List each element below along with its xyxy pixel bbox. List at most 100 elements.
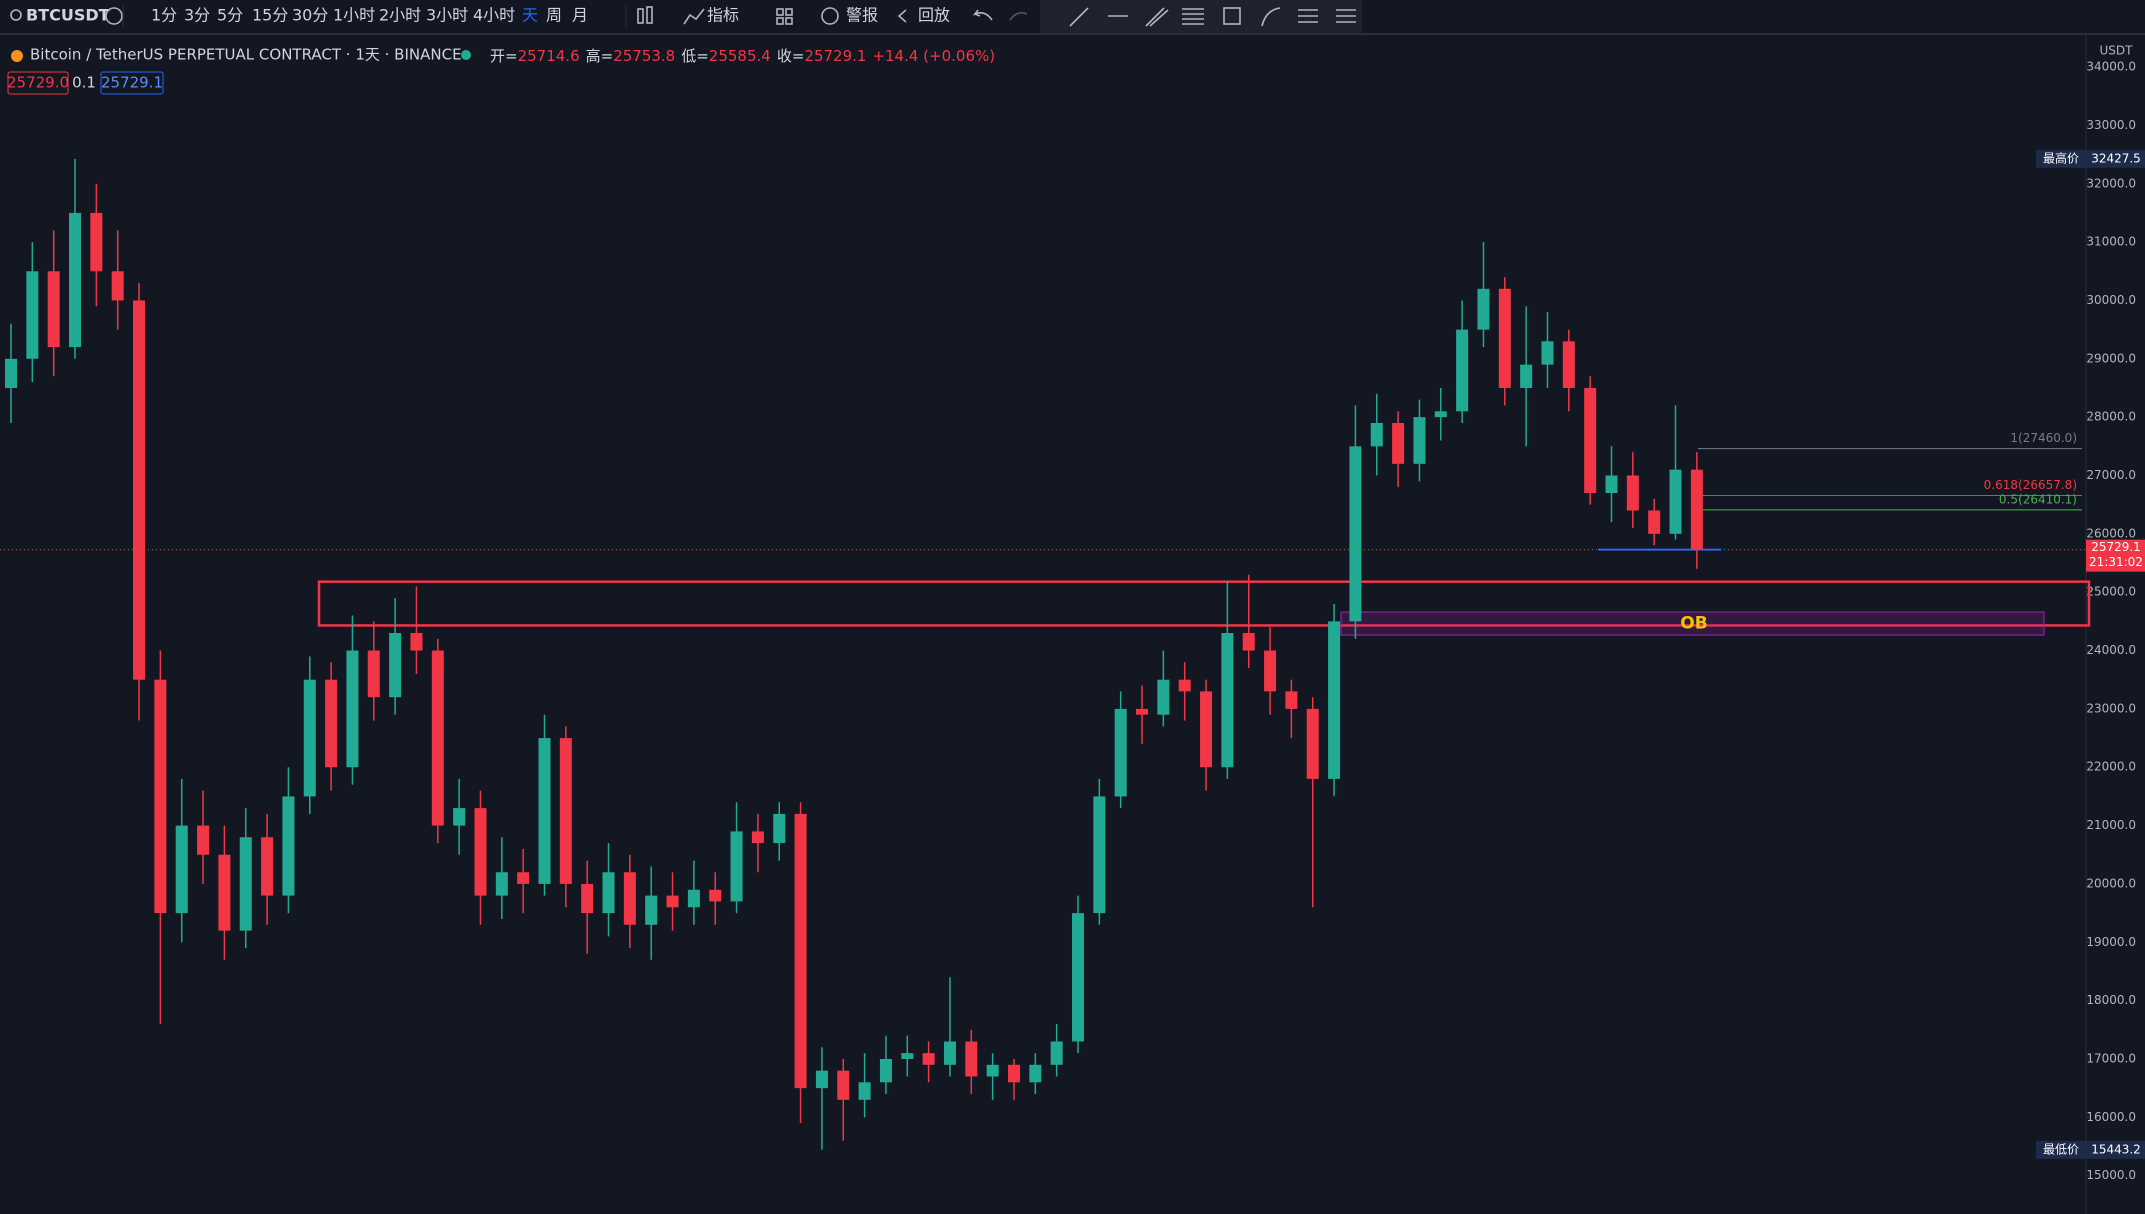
candle-body <box>303 679 316 797</box>
undo[interactable] <box>972 9 993 21</box>
layout-icon <box>785 8 793 16</box>
indicators-button[interactable]: 指标 <box>707 6 739 25</box>
candle-body <box>1648 510 1661 534</box>
candle-body <box>1413 417 1426 464</box>
replay-button[interactable]: 回放 <box>918 6 950 25</box>
replay-icon[interactable] <box>897 9 907 23</box>
ohlc-label: 低= <box>681 47 709 65</box>
candle-body <box>1007 1064 1020 1083</box>
layout-icon[interactable] <box>776 8 784 16</box>
candle-type <box>646 6 653 24</box>
candle-body <box>133 300 146 680</box>
candle-body <box>538 738 551 884</box>
layout-icon <box>785 17 793 25</box>
path-tool[interactable] <box>1261 7 1281 27</box>
rectangle-tool[interactable] <box>1223 7 1241 25</box>
candle-body <box>1328 621 1341 779</box>
timeframe-button[interactable]: 3小时 <box>426 6 468 25</box>
candle-body <box>794 813 807 1089</box>
ohlc-value: 25753.8 <box>613 47 675 65</box>
candle-body <box>474 808 487 896</box>
candle-body <box>1072 913 1084 1042</box>
fib-label: 1(27460.0) <box>2010 431 2077 445</box>
ohlc-values: 开=25714.6 高=25753.8 低=25585.4 收=25729.1 +14.… <box>490 47 995 65</box>
candle-body <box>111 271 124 301</box>
y-tick-label: 29000.0 <box>2086 351 2136 365</box>
redo[interactable] <box>1009 12 1028 21</box>
candle-type[interactable] <box>637 8 644 24</box>
pattern-tool[interactable] <box>1298 9 1318 23</box>
candle-body <box>218 854 231 931</box>
candle-body <box>1093 796 1106 914</box>
legend: Bitcoin / TetherUS PERPETUAL CONTRACT · … <box>7 46 995 95</box>
candle-body <box>730 831 743 902</box>
market-status <box>461 50 471 60</box>
candle-body <box>1264 650 1277 692</box>
candle-body <box>325 679 338 768</box>
candle-body <box>773 813 786 844</box>
marker-value: 32427.5 <box>2091 151 2141 165</box>
candle-body <box>1562 341 1575 388</box>
symbol-logo <box>11 50 23 62</box>
timeframe-button[interactable]: 月 <box>572 6 588 25</box>
order-size: 0.1 <box>72 74 96 92</box>
candle-body <box>197 825 210 855</box>
candle-body <box>1370 422 1383 447</box>
candle-body <box>1541 341 1554 365</box>
candle-body <box>1434 411 1447 418</box>
candle-body <box>645 895 658 925</box>
candle-body <box>367 650 380 698</box>
ohlc-value: 25714.6 <box>518 47 580 65</box>
timeframe-button[interactable]: 周 <box>546 6 562 25</box>
candle-body <box>1242 633 1255 651</box>
sell-box[interactable] <box>7 71 69 95</box>
candle-body <box>922 1053 935 1065</box>
y-tick-label: 31000.0 <box>2086 235 2136 249</box>
y-tick-label: 18000.0 <box>2086 993 2136 1007</box>
timeframe-button[interactable]: 1分 <box>151 6 177 25</box>
marker-value: 15443.2 <box>2091 1142 2141 1156</box>
axis-currency[interactable]: USDT <box>2100 44 2134 58</box>
search-icon[interactable] <box>10 9 22 21</box>
more-tools[interactable] <box>1336 9 1356 23</box>
y-tick-label: 33000.0 <box>2086 118 2136 132</box>
timeframe-button[interactable]: 天 <box>522 6 538 25</box>
candle-body <box>47 271 60 348</box>
timeframe-button[interactable]: 2小时 <box>379 6 421 25</box>
buy-box[interactable] <box>100 71 164 95</box>
candle-body <box>815 1070 828 1089</box>
timeframe-button[interactable]: 30分 <box>292 6 328 25</box>
channel-tool[interactable] <box>1145 7 1169 27</box>
timeframe-button[interactable]: 4小时 <box>473 6 515 25</box>
timeframe-button[interactable]: 15分 <box>252 6 288 25</box>
y-tick-label: 30000.0 <box>2086 293 2136 307</box>
ohlc-value: 25585.4 <box>709 47 771 65</box>
candle-body <box>879 1058 892 1083</box>
layout-icon <box>776 17 784 25</box>
timeframe-button[interactable]: 3分 <box>184 6 210 25</box>
candle-body <box>1626 475 1639 511</box>
symbol[interactable]: BTCUSDT <box>26 6 110 25</box>
alert-icon[interactable] <box>821 7 839 25</box>
y-tick-label: 27000.0 <box>2086 468 2136 482</box>
add-symbol[interactable] <box>105 7 123 25</box>
candle-body <box>837 1070 850 1100</box>
candle-body <box>858 1082 871 1100</box>
candle-body <box>1050 1041 1063 1065</box>
y-tick-label: 23000.0 <box>2086 701 2136 715</box>
fib-tool[interactable] <box>1182 8 1204 25</box>
timeframe-button[interactable]: 1小时 <box>333 6 375 25</box>
indicator-icon[interactable] <box>683 8 705 25</box>
candle-body <box>943 1041 956 1065</box>
ohlc-label: 收= <box>777 47 805 65</box>
y-tick-label: 32000.0 <box>2086 176 2136 190</box>
marker-tag <box>2036 149 2086 168</box>
timeframe-button[interactable]: 5分 <box>217 6 243 25</box>
marker-label: 最低价 <box>2043 1142 2079 1156</box>
alerts-button[interactable]: 警报 <box>846 6 878 25</box>
y-tick-label: 19000.0 <box>2086 935 2136 949</box>
y-tick-label: 16000.0 <box>2086 1110 2136 1124</box>
trend-line-tool[interactable] <box>1069 7 1089 27</box>
